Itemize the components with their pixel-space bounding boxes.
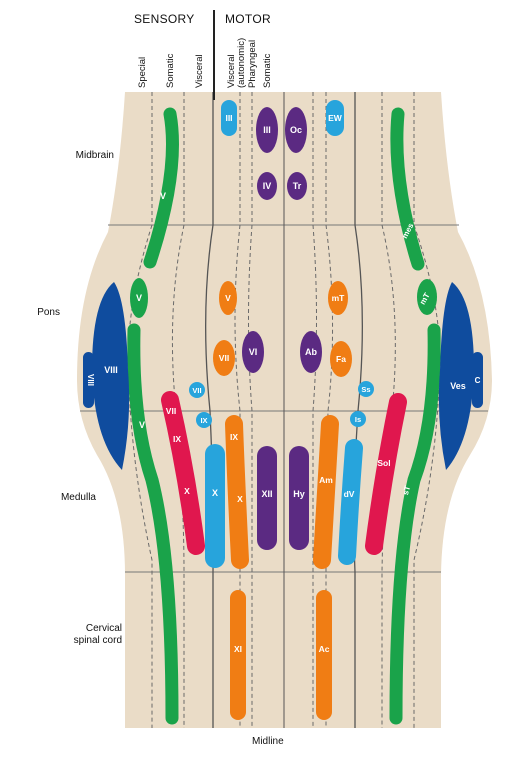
- label-vi: VI: [249, 347, 258, 357]
- label-fa: Fa: [336, 354, 346, 364]
- midline-label: Midline: [252, 736, 284, 747]
- nucleus-accessory-left: [230, 590, 246, 720]
- nucleus-abducens-right: [300, 331, 322, 373]
- label-hy: Hy: [293, 489, 305, 499]
- nucleus-inferior-salivatory-right: [350, 411, 366, 427]
- label-ew: EW: [328, 113, 343, 123]
- sensory-motor-divider: [213, 10, 215, 100]
- label-c: C: [475, 376, 481, 385]
- nucleus-trigeminal-left-spinal: [127, 323, 179, 725]
- nucleus-ambiguus-left: [225, 415, 249, 569]
- column-label-visceral-autonomic-2: (autonomic): [236, 37, 247, 88]
- nucleus-spinal-trigeminal-right: [389, 323, 441, 725]
- region-label-medulla: Medulla: [60, 492, 96, 503]
- nucleus-hypoglossal-right: [289, 446, 309, 550]
- label-v-pons-left: V: [136, 293, 142, 303]
- label-dv: dV: [344, 489, 355, 499]
- nucleus-trigeminal-left-pons: [130, 278, 148, 318]
- nucleus-oculomotor: [256, 107, 278, 153]
- label-tr: Tr: [293, 181, 302, 191]
- label-vii-light: VII: [192, 386, 201, 395]
- nucleus-ambiguus-right: [313, 415, 339, 569]
- region-label-cervical: Cervical spinal cord: [50, 623, 122, 647]
- label-sol: Sol: [377, 458, 390, 468]
- nucleus-dorsal-vagal-right: [338, 439, 363, 565]
- label-st: sT: [401, 485, 412, 496]
- label-vii-red: VII: [166, 406, 176, 416]
- label-is: Is: [355, 415, 361, 424]
- column-line-4: [248, 92, 253, 728]
- nucleus-hypoglossal-left: [257, 446, 277, 550]
- label-xii: XII: [261, 489, 272, 499]
- nucleus-trigeminal-motor-left: [219, 281, 237, 315]
- nucleus-facial-right: [330, 341, 352, 377]
- nucleus-facial-motor-left: [213, 340, 235, 376]
- column-line-2: [171, 92, 185, 728]
- nucleus-accessory-right: [316, 590, 332, 720]
- nucleus-edinger-westphal: [326, 100, 344, 136]
- nucleus-vestibular-left: [92, 282, 130, 470]
- nucleus-abducens-left: [242, 331, 264, 373]
- nucleus-dorsal-vagal-left: [205, 444, 225, 568]
- label-ss: Ss: [361, 385, 370, 394]
- label-iii: III: [263, 125, 271, 135]
- nucleus-solitary-right: [365, 393, 407, 555]
- region-label-cervical-line1: Cervical: [85, 623, 122, 634]
- label-ves: Ves: [450, 381, 466, 391]
- label-ix-red: IX: [173, 434, 181, 444]
- label-viii-left: VIII: [104, 365, 118, 375]
- region-label-cervical-line2: spinal cord: [73, 635, 122, 646]
- label-mt: mT: [332, 293, 346, 303]
- nucleus-oculomotor-right: [285, 107, 307, 153]
- nucleus-vestibular-right: [438, 282, 474, 470]
- column-label-visceral-sensory: Visceral: [194, 54, 205, 88]
- column-line-8: [413, 92, 441, 728]
- nucleus-main-trigeminal: [417, 279, 437, 315]
- column-line-1: [127, 92, 153, 728]
- nucleus-trigeminal-motor-right: [328, 281, 348, 315]
- nucleus-solitary-left: [161, 391, 205, 555]
- nucleus-trigeminal-left-upper: [143, 107, 179, 269]
- column-label-somatic-sensory: Somatic: [165, 53, 176, 88]
- nucleus-mesencephalic: [390, 107, 425, 271]
- label-x-orange: X: [237, 494, 243, 504]
- label-ix-light: IX: [200, 416, 207, 425]
- column-label-special: Special: [137, 56, 148, 88]
- label-xi: XI: [234, 644, 242, 654]
- label-ac: Ac: [319, 644, 330, 654]
- label-ab: Ab: [305, 347, 317, 357]
- nucleus-inferior-salivatory-left: [196, 412, 212, 428]
- header-sensory: SENSORY: [134, 12, 195, 26]
- nucleus-trochlear: [257, 172, 277, 200]
- nucleus-cochlear-right: [472, 352, 483, 408]
- header-motor: MOTOR: [225, 12, 271, 26]
- label-x-red: X: [184, 486, 190, 496]
- column-line-5: [312, 92, 317, 728]
- region-label-pons: Pons: [37, 307, 60, 318]
- label-oc: Oc: [290, 125, 302, 135]
- label-iii-light: III: [225, 113, 232, 123]
- nucleus-trochlear-right: [287, 172, 307, 200]
- nucleus-superior-salivatory-left: [189, 382, 205, 398]
- region-label-midbrain: Midbrain: [75, 150, 114, 161]
- nucleus-oculomotor-parasym-left: [221, 100, 237, 136]
- label-viii-left-small: VIII: [86, 374, 95, 386]
- column-label-somatic-motor: Somatic: [262, 53, 273, 88]
- label-iv: IV: [263, 181, 272, 191]
- label-ix-orange: IX: [230, 432, 238, 442]
- column-label-pharyngeal: Pharyngeal: [247, 39, 258, 88]
- nucleus-superior-salivatory-right: [358, 381, 374, 397]
- label-v-motor: V: [225, 293, 231, 303]
- label-v-midbrain-left: V: [160, 191, 166, 201]
- label-vii-motor: VII: [219, 353, 229, 363]
- label-v-medulla-left: V: [139, 420, 145, 430]
- label-x-light: X: [212, 488, 218, 498]
- nucleus-cochlear-left: [83, 352, 94, 408]
- label-am: Am: [319, 475, 333, 485]
